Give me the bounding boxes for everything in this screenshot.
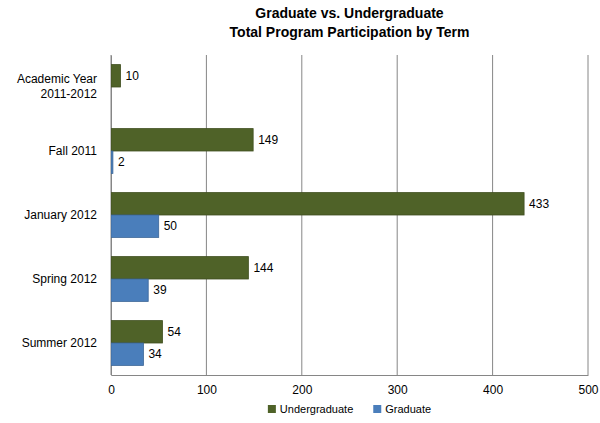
category-label-line: Fall 2011 <box>49 144 98 158</box>
legend-item: Undergraduate <box>268 403 353 415</box>
data-label: 149 <box>258 133 278 147</box>
bars <box>111 65 524 366</box>
data-labels: 10 149 433 144 54 2 50 39 34 <box>118 69 550 361</box>
y-axis: Academic Year2011-2012 Fall 2011 January 2… <box>17 56 112 376</box>
category-label-line: January 2012 <box>24 208 97 222</box>
x-axis-line <box>112 375 589 376</box>
chart-title: Graduate vs. Undergraduate <box>255 5 443 21</box>
grid-line <box>588 55 589 375</box>
x-tick-label: 200 <box>292 383 312 397</box>
data-label: 10 <box>126 69 140 83</box>
y-tick: Summer 2012 <box>22 336 98 350</box>
x-tick-label: 400 <box>483 383 503 397</box>
y-tick: January 2012 <box>24 208 97 222</box>
x-axis: 0 100 200 300 400 500 <box>108 375 599 397</box>
legend: Undergraduate Graduate <box>268 403 431 415</box>
y-tick: Fall 2011 <box>49 144 98 158</box>
category-label: Summer 2012 <box>22 336 98 350</box>
x-tick: 100 <box>197 375 217 397</box>
legend-label: Undergraduate <box>280 403 353 415</box>
series <box>111 151 159 365</box>
data-label: 50 <box>164 219 178 233</box>
data-label: 54 <box>168 325 182 339</box>
category-label: Spring 2012 <box>32 272 97 286</box>
bar <box>111 193 524 215</box>
category-label-line: Summer 2012 <box>22 336 98 350</box>
bar <box>111 257 248 279</box>
grid <box>111 55 588 375</box>
data-label: 39 <box>153 283 167 297</box>
x-tick-label: 300 <box>388 383 408 397</box>
category-label: January 2012 <box>24 208 97 222</box>
legend-item: Graduate <box>373 403 431 415</box>
data-label: 433 <box>529 197 549 211</box>
x-tick: 300 <box>388 375 408 397</box>
data-label: 144 <box>253 261 273 275</box>
legend-swatch <box>268 405 276 413</box>
data-label: 2 <box>118 155 125 169</box>
chart-subtitle: Total Program Participation by Term <box>230 24 470 40</box>
x-tick: 0 <box>108 375 115 397</box>
x-tick-label: 0 <box>108 383 115 397</box>
bar <box>111 65 121 87</box>
bar <box>111 129 253 151</box>
x-tick-label: 100 <box>197 383 217 397</box>
y-tick: Spring 2012 <box>32 272 97 286</box>
x-tick: 400 <box>483 375 503 397</box>
bar <box>111 151 113 173</box>
bar <box>111 279 148 301</box>
data-label: 34 <box>148 347 162 361</box>
bar <box>111 343 143 365</box>
category-label: Academic Year2011-2012 <box>17 72 97 101</box>
category-label-line: Spring 2012 <box>32 272 97 286</box>
x-tick: 500 <box>578 375 598 397</box>
bar <box>111 215 159 237</box>
legend-label: Graduate <box>385 403 431 415</box>
category-label: Fall 2011 <box>49 144 98 158</box>
series <box>111 65 524 343</box>
bar <box>111 321 163 343</box>
x-tick-label: 500 <box>578 383 598 397</box>
y-tick: Academic Year2011-2012 <box>17 72 97 101</box>
legend-swatch <box>373 405 381 413</box>
chart: Graduate vs. Undergraduate Total Program … <box>0 0 600 423</box>
category-label-line: Academic Year <box>17 72 97 86</box>
x-tick: 200 <box>292 375 312 397</box>
category-label-line: 2011-2012 <box>41 87 98 101</box>
